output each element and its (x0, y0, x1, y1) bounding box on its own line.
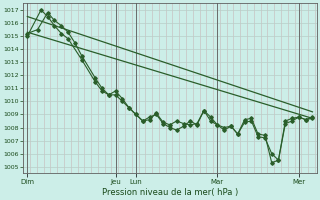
X-axis label: Pression niveau de la mer( hPa ): Pression niveau de la mer( hPa ) (102, 188, 238, 197)
